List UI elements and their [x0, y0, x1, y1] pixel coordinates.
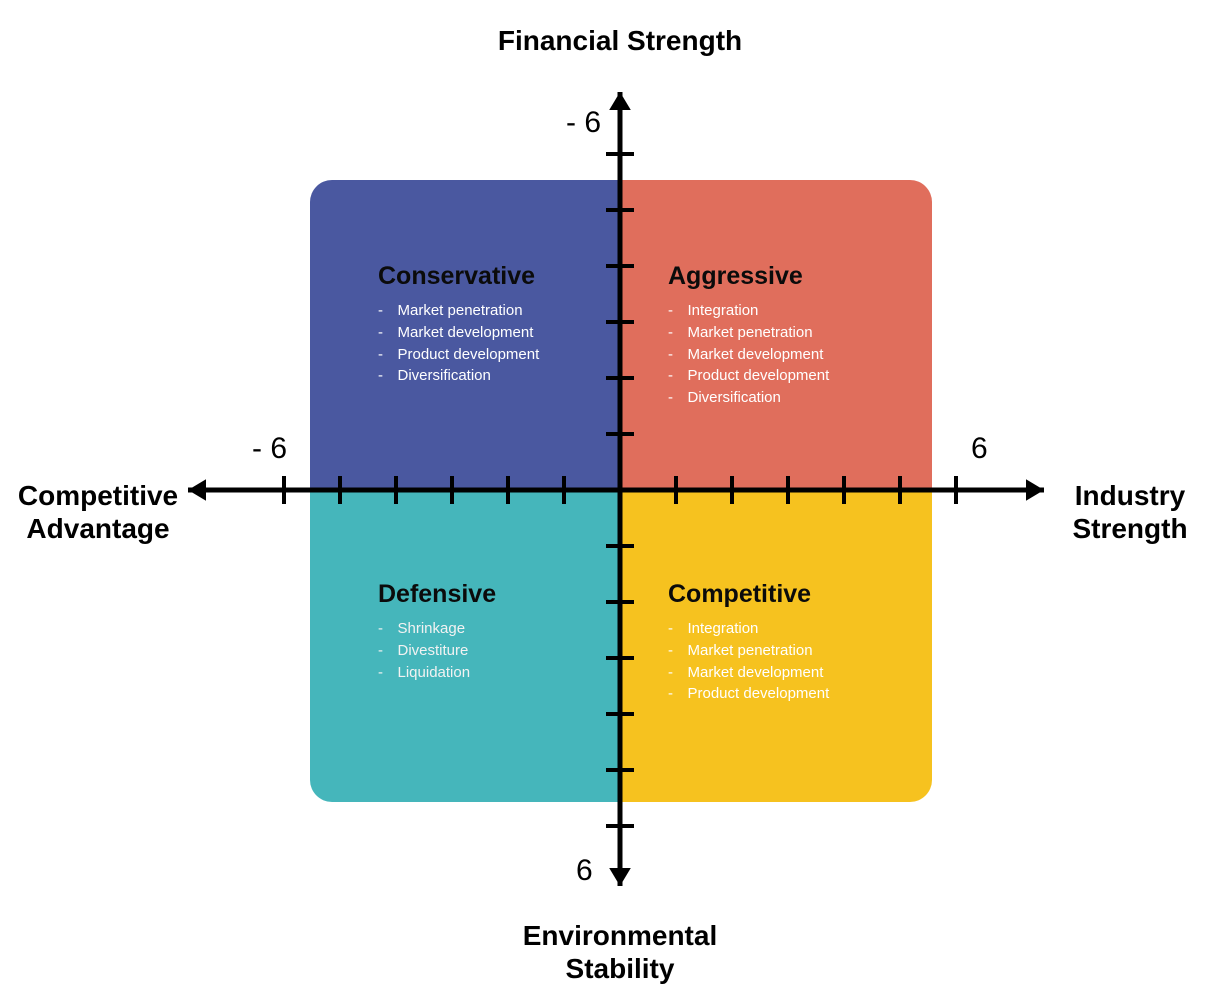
list-item: - Product development: [668, 365, 829, 387]
axis-y-bot-number: 6: [576, 854, 593, 888]
list-item: - Market development: [668, 344, 829, 366]
list-item: - Integration: [668, 300, 829, 322]
list-item: - Market penetration: [668, 322, 829, 344]
axis-label-top: Financial Strength: [470, 25, 770, 57]
quadrant-aggressive-title: Aggressive: [668, 262, 803, 291]
list-item: - Market penetration: [668, 640, 829, 662]
list-item: - Diversification: [668, 387, 829, 409]
list-item: - Shrinkage: [378, 618, 470, 640]
quadrant-defensive-list: - Shrinkage- Divestiture- Liquidation: [378, 618, 470, 683]
list-item: - Product development: [378, 344, 539, 366]
quadrant-defensive-title: Defensive: [378, 580, 496, 609]
list-item: - Market penetration: [378, 300, 539, 322]
list-item: - Integration: [668, 618, 829, 640]
space-matrix-diagram: Conservative Aggressive Defensive Compet…: [0, 0, 1225, 980]
quadrant-competitive-title: Competitive: [668, 580, 811, 609]
axis-x-neg-number: - 6: [252, 432, 287, 466]
list-item: - Market development: [668, 662, 829, 684]
axis-label-left: CompetitiveAdvantage: [0, 480, 248, 544]
axis-label-bottom: Environmental Stability: [470, 920, 770, 984]
quadrant-conservative-list: - Market penetration- Market development…: [378, 300, 539, 387]
list-item: - Diversification: [378, 365, 539, 387]
list-item: - Divestiture: [378, 640, 470, 662]
axis-x-pos-number: 6: [971, 432, 988, 466]
quadrant-aggressive-list: - Integration- Market penetration- Marke…: [668, 300, 829, 409]
list-item: - Product development: [668, 683, 829, 705]
list-item: - Liquidation: [378, 662, 470, 684]
axis-label-right: IndustryStrength: [980, 480, 1225, 544]
axis-y-top-number: - 6: [566, 106, 601, 140]
quadrant-conservative-title: Conservative: [378, 262, 535, 291]
quadrant-competitive-list: - Integration- Market penetration- Marke…: [668, 618, 829, 705]
list-item: - Market development: [378, 322, 539, 344]
